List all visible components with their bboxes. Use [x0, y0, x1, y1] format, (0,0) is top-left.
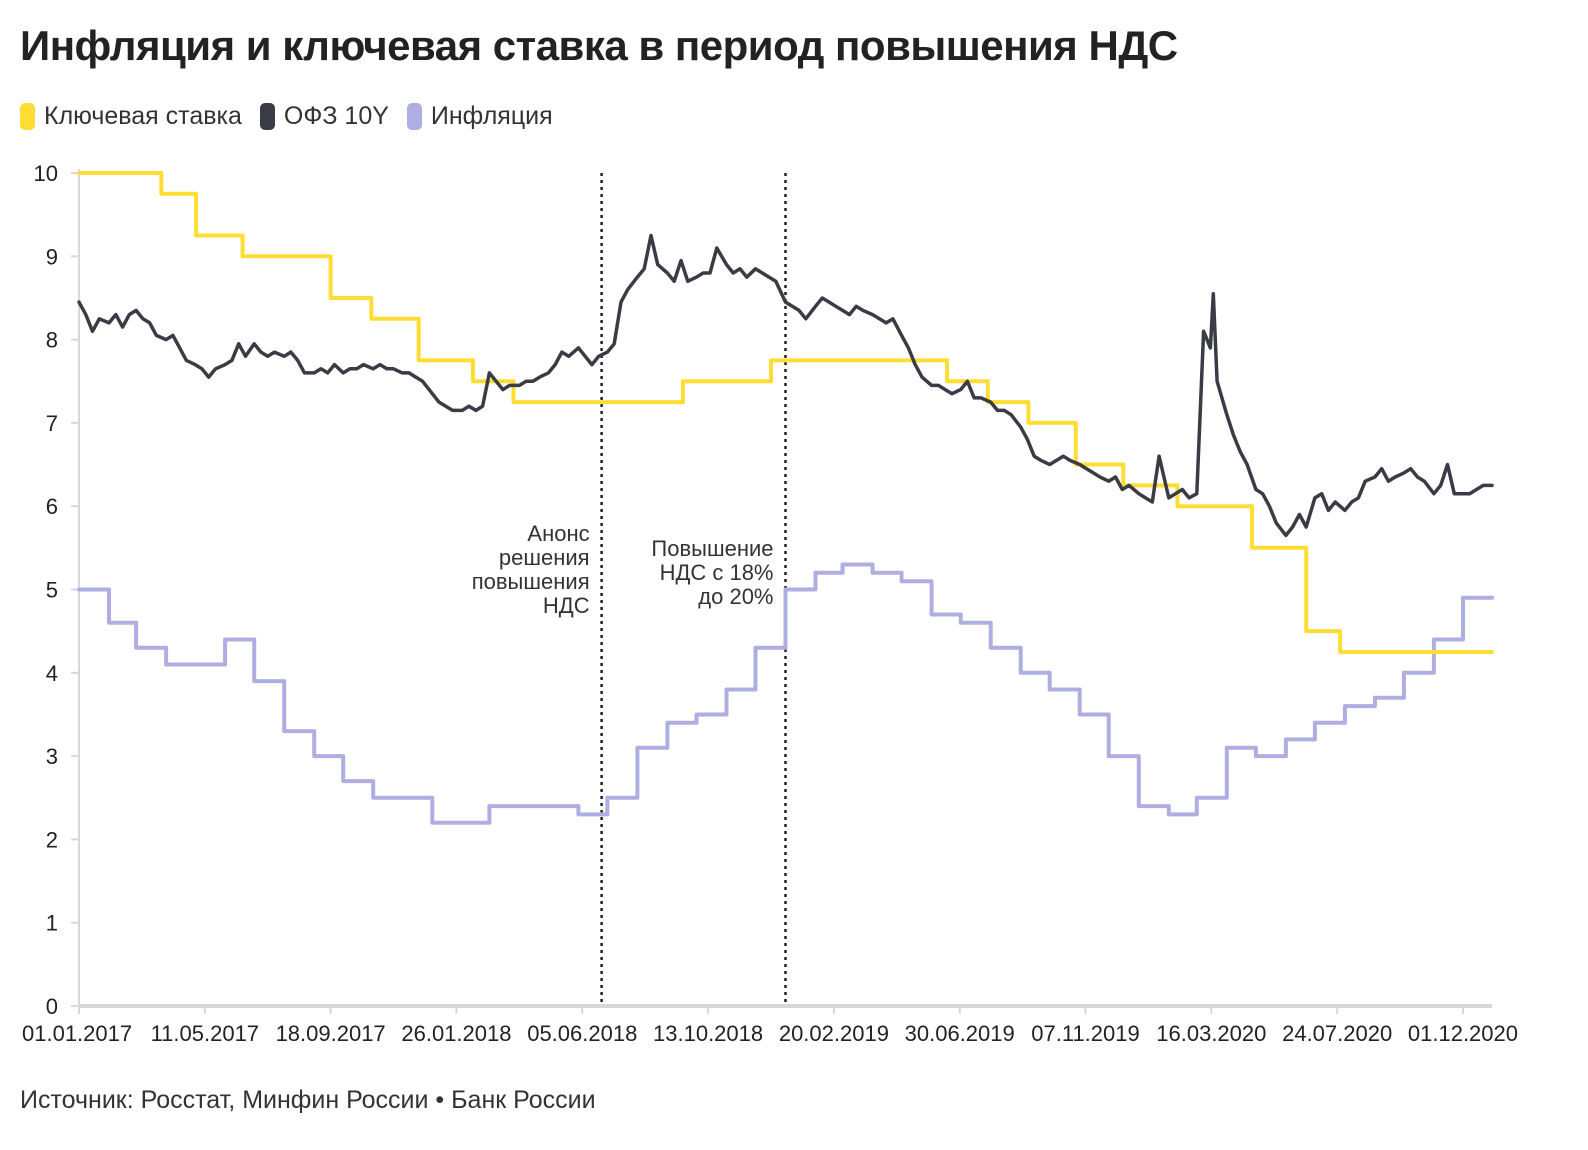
source-note: Источник: Росстат, Минфин России • Банк … [20, 1086, 596, 1114]
legend-item-key-rate: Ключевая ставка [20, 102, 242, 131]
legend-label-inflation: Инфляция [430, 102, 553, 130]
x-tick-label: 24.07.2020 [1282, 1021, 1392, 1046]
y-tick-label: 0 [46, 994, 58, 1019]
annotation-text: до 20% [698, 584, 773, 609]
y-tick-label: 1 [46, 911, 58, 936]
y-tick-label: 7 [46, 411, 58, 436]
inflation-line [77, 562, 1494, 825]
y-tick-label: 3 [46, 744, 58, 769]
annotation-text: Анонс [527, 521, 589, 546]
ofz-10y-line [77, 233, 1494, 538]
annotation-text: НДС [543, 593, 590, 618]
y-tick-label: 4 [46, 661, 58, 686]
key-rate-line [77, 171, 1494, 654]
annotation-text: решения [499, 545, 590, 570]
chart-title: Инфляция и ключевая ставка в период повы… [20, 22, 1178, 69]
legend-swatch-inflation [406, 103, 422, 130]
annotation-text: НДС с 18% [660, 560, 774, 585]
x-tick-label: 16.03.2020 [1156, 1021, 1266, 1046]
x-tick-label: 05.06.2018 [527, 1021, 637, 1046]
x-tick-label: 13.10.2018 [653, 1021, 763, 1046]
legend-swatch-ofz [259, 103, 275, 130]
annotation-text: Повышение [651, 536, 773, 561]
x-tick-label: 01.12.2020 [1408, 1021, 1518, 1046]
x-tick-label: 01.01.2017 [22, 1021, 132, 1046]
legend-label-ofz: ОФЗ 10Y [283, 102, 389, 130]
legend-item-inflation: Инфляция [406, 102, 553, 131]
y-tick-label: 5 [46, 578, 58, 603]
legend: Ключевая ставка ОФЗ 10Y Инфляция [20, 102, 571, 131]
y-tick-label: 9 [46, 244, 58, 269]
x-tick-label: 11.05.2017 [151, 1021, 259, 1046]
legend-swatch-key-rate [20, 103, 35, 130]
x-tick-label: 07.11.2019 [1031, 1021, 1139, 1046]
y-tick-label: 2 [46, 827, 58, 852]
legend-label-key-rate: Ключевая ставка [44, 102, 242, 130]
x-tick-label: 26.01.2018 [401, 1021, 511, 1046]
x-tick-label: 20.02.2019 [779, 1021, 889, 1046]
chart-plot: 0 1 2 3 4 5 6 7 8 9 10 01.01.2017 11.05.2017 18.09.20… [22, 161, 1518, 1046]
x-tick-label: 18.09.2017 [276, 1021, 386, 1046]
legend-item-ofz: ОФЗ 10Y [259, 102, 389, 131]
y-tick-label: 8 [46, 328, 58, 353]
x-tick-label: 30.06.2019 [905, 1021, 1015, 1046]
annotation-text: повышения [472, 569, 590, 594]
y-tick-label: 10 [34, 161, 58, 186]
y-tick-label: 6 [46, 494, 58, 519]
